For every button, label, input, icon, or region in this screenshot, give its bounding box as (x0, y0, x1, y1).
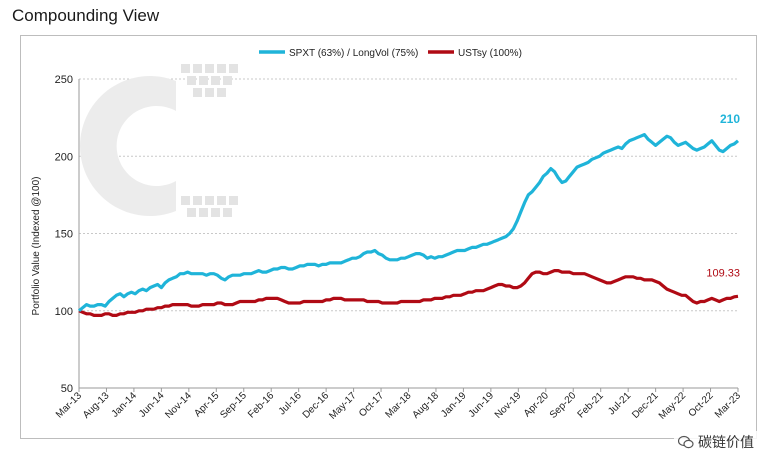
x-tick-labels: Mar-13Aug-13Jan-14Jun-14Nov-14Apr-15Sep-… (54, 390, 743, 422)
line-chart: 50 100 150 200 250 Mar-13Aug-13Jan-14Jun-14N… (31, 48, 743, 422)
x-tick-label: Apr-20 (522, 390, 551, 419)
x-tick-label: Feb-21 (576, 390, 606, 420)
x-tick-label: May-17 (327, 390, 359, 422)
watermark: 碳链价值 (674, 431, 758, 453)
x-tick-label: Apr-15 (192, 390, 221, 419)
x-tick-label: Aug-18 (410, 390, 441, 421)
background-logo-mark (80, 64, 238, 217)
y-tick-labels: 50 100 150 200 250 (55, 74, 73, 395)
watermark-text: 碳链价值 (698, 435, 754, 451)
x-tick-label: Oct-22 (687, 390, 716, 419)
x-tick-label: Jun-14 (137, 390, 167, 420)
y-tick-label: 100 (55, 306, 73, 318)
x-tick-label: Dec-21 (630, 390, 661, 421)
x-tick-label: Feb-16 (246, 390, 276, 420)
chat-bubble-icon (678, 435, 694, 449)
x-tick-label: Jan-14 (110, 390, 140, 420)
series-end-label-1: 210 (720, 112, 740, 126)
y-axis-label: Portfolio Value (Indexed @100) (31, 177, 42, 316)
x-tick-label: Nov-14 (163, 390, 194, 421)
series-line-2 (78, 269, 739, 317)
series-line-1 (77, 132, 740, 313)
legend-label-1: SPXT (63%) / LongVol (75%) (289, 48, 418, 59)
y-tick-label: 250 (55, 74, 73, 86)
page-title: Compounding View (12, 6, 160, 25)
y-tick-label: 50 (61, 383, 73, 395)
x-tick-label: Mar-23 (713, 390, 743, 420)
x-tick-label: Jan-19 (439, 390, 469, 420)
x-tick-label: Aug-13 (81, 390, 112, 421)
x-tick-label: Jun-19 (467, 390, 497, 420)
x-tick-label: Mar-18 (383, 390, 413, 420)
legend-label-2: USTsy (100%) (458, 48, 522, 59)
series-lines (77, 132, 740, 317)
x-tick-label: May-22 (657, 390, 689, 422)
y-tick-label: 150 (55, 229, 73, 241)
x-tick-label: Nov-19 (493, 390, 524, 421)
x-tick-label: Sep-15 (218, 390, 249, 421)
series-end-label-2: 109.33 (706, 267, 740, 279)
legend: SPXT (63%) / LongVol (75%) USTsy (100%) (259, 48, 522, 59)
x-tick-label: Sep-20 (548, 390, 579, 421)
x-tick-label: Dec-16 (301, 390, 332, 421)
x-tick-label: Oct-17 (357, 390, 386, 419)
chart-frame: 50 100 150 200 250 Mar-13 Aug-13 Jan-14 Jun-14 N… (20, 35, 757, 439)
y-tick-label: 200 (55, 151, 73, 163)
end-labels: 109.33 210 (706, 112, 740, 280)
axes (78, 79, 739, 392)
